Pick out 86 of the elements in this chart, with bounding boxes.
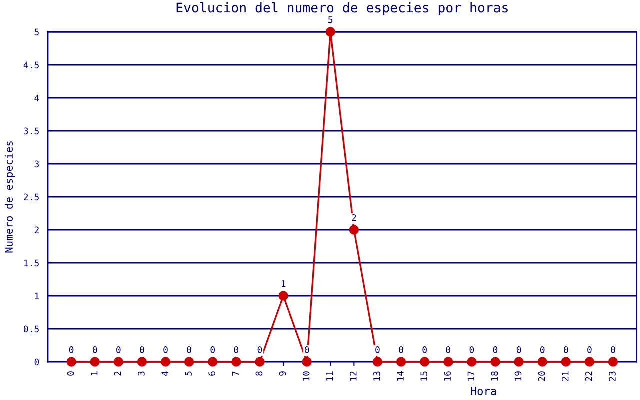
point <box>514 357 524 367</box>
data-label: 0 <box>234 346 239 354</box>
y-axis-title: Numero de especies <box>4 142 16 253</box>
x-tick-label: 22 <box>586 372 592 382</box>
point <box>66 357 76 367</box>
x-tick-label: 20 <box>538 372 546 382</box>
x-tick-label: 18 <box>491 372 498 381</box>
point <box>561 357 572 367</box>
x-axis-title: Hora <box>471 387 496 396</box>
data-label: 0 <box>140 346 144 354</box>
x-tick-label: 13 <box>374 372 380 381</box>
point <box>302 357 312 367</box>
data-label: 0 <box>304 346 310 354</box>
y-tick-label: 2 <box>34 226 39 234</box>
data-label: 0 <box>516 346 522 354</box>
x-tick-label: 14 <box>397 371 404 381</box>
x-tick-label: 0 <box>67 372 74 376</box>
point <box>326 27 336 37</box>
point <box>467 357 477 367</box>
point <box>372 357 383 367</box>
y-tick-label: 4 <box>34 94 40 102</box>
point <box>420 357 430 367</box>
point <box>396 357 406 367</box>
x-tick-label: 7 <box>232 372 239 376</box>
data-label: 0 <box>540 346 545 354</box>
data-label: 0 <box>399 346 404 354</box>
x-tick-label: 4 <box>162 371 168 376</box>
x-tick-label: 21 <box>562 372 569 382</box>
x-tick-label: 17 <box>468 372 474 381</box>
x-tick-label: 16 <box>444 372 452 381</box>
x-tick-label: 1 <box>91 372 98 376</box>
point <box>608 357 618 367</box>
y-tick-label: 3 <box>34 160 39 168</box>
y-tick-label: 0.5 <box>24 326 39 333</box>
x-tick-label: 19 <box>514 372 522 381</box>
data-label: 0 <box>422 346 427 354</box>
point <box>137 357 148 367</box>
data-label: 0 <box>611 346 616 354</box>
y-tick-label: 0 <box>34 358 40 366</box>
x-tick-label: 15 <box>420 372 428 381</box>
point <box>160 357 171 367</box>
point <box>255 357 265 367</box>
data-label: 0 <box>376 346 380 354</box>
data-label: 0 <box>470 346 474 354</box>
x-tick-label: 2 <box>114 372 122 376</box>
point <box>208 357 218 367</box>
point <box>184 357 194 367</box>
data-label: 0 <box>564 346 568 354</box>
point <box>90 357 100 367</box>
data-label: 0 <box>92 346 98 354</box>
y-tick-label: 3.5 <box>24 128 39 135</box>
y-tick-label: 1.5 <box>24 260 39 267</box>
y-tick-label: 5 <box>34 28 39 36</box>
point <box>444 357 454 367</box>
point <box>584 357 595 367</box>
data-label: 1 <box>282 280 286 288</box>
x-tick-label: 10 <box>302 372 310 381</box>
data-label: 0 <box>258 346 262 354</box>
x-tick-label: 9 <box>279 372 286 376</box>
data-label: 0 <box>69 346 74 354</box>
y-tick-label: 4.5 <box>24 62 39 69</box>
x-tick-label: 6 <box>208 372 216 376</box>
data-label: 0 <box>446 346 451 354</box>
data-label: 0 <box>210 346 215 354</box>
y-tick-label: 2.5 <box>24 194 39 201</box>
x-tick-label: 3 <box>138 372 145 376</box>
point <box>114 357 124 367</box>
x-tick-label: 5 <box>185 372 192 376</box>
data-label: 5 <box>328 16 333 24</box>
point <box>278 291 288 301</box>
chart-title: Evolucion del numero de especies por horas <box>176 2 508 16</box>
data-label: 0 <box>588 346 592 354</box>
x-tick-label: 12 <box>350 372 357 381</box>
x-tick-label: 23 <box>609 372 616 382</box>
point <box>232 357 242 367</box>
data-label: 0 <box>116 346 121 354</box>
data-label: 0 <box>164 346 168 354</box>
x-tick-label: 11 <box>326 372 334 381</box>
data-label: 0 <box>493 346 498 354</box>
point <box>538 357 548 367</box>
data-label: 2 <box>352 214 356 222</box>
y-tick-label: 1 <box>35 292 40 300</box>
data-label: 0 <box>187 346 192 354</box>
point <box>490 357 500 367</box>
point <box>349 225 360 235</box>
x-tick-label: 8 <box>256 372 263 376</box>
